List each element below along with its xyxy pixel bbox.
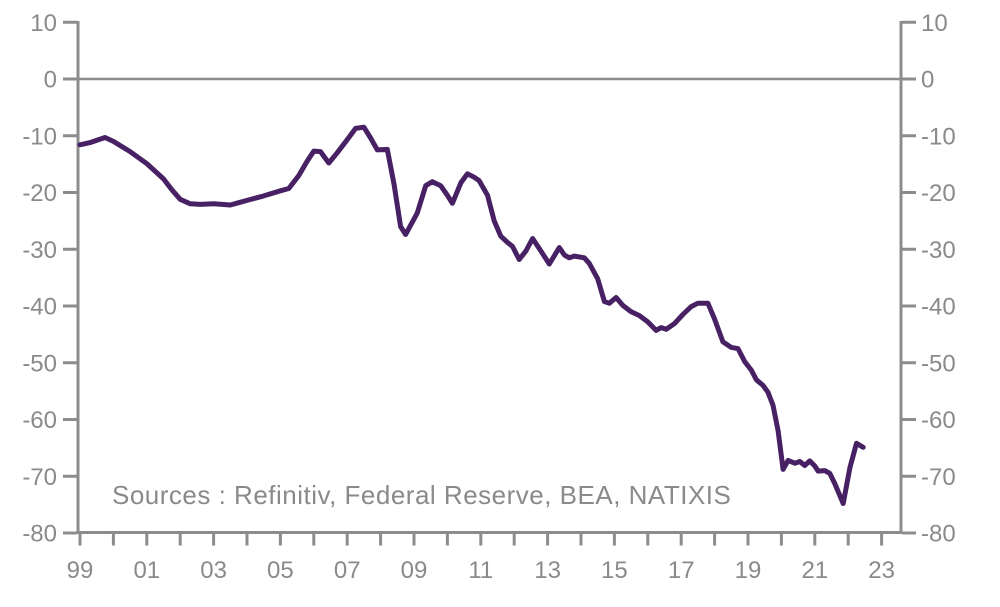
y-tick-right bbox=[902, 247, 916, 251]
x-tick bbox=[212, 534, 216, 546]
y-axis-label: -60 bbox=[921, 407, 956, 434]
y-tick-left bbox=[63, 20, 77, 24]
x-tick bbox=[78, 534, 82, 546]
x-axis-spine bbox=[76, 531, 903, 534]
y-tick-right bbox=[902, 191, 916, 194]
y-axis-label: 10 bbox=[30, 10, 57, 37]
y-axis-label: -50 bbox=[921, 350, 956, 377]
x-axis-label: 99 bbox=[67, 557, 94, 584]
y-axis-label: -80 bbox=[22, 521, 57, 548]
y-tick-right bbox=[902, 134, 916, 138]
x-axis-label: 23 bbox=[868, 557, 895, 584]
y-tick-right bbox=[902, 361, 916, 365]
x-axis-label: 01 bbox=[133, 557, 160, 584]
y-axis-label: -80 bbox=[921, 521, 956, 548]
x-tick bbox=[145, 534, 149, 546]
x-axis-label: 03 bbox=[200, 557, 227, 584]
x-tick bbox=[245, 534, 249, 546]
zero-gridline bbox=[79, 77, 900, 81]
y-axis-label: -70 bbox=[921, 464, 956, 491]
y-axis-left-ticks bbox=[63, 20, 77, 535]
zero-gridline-rule bbox=[79, 77, 900, 81]
x-tick bbox=[679, 534, 683, 546]
y-tick-left bbox=[63, 304, 77, 308]
y-axis-label: -10 bbox=[22, 123, 57, 150]
y-axis-label: -50 bbox=[22, 350, 57, 377]
y-axis-label: 10 bbox=[921, 10, 948, 37]
y-axis-right-ticks bbox=[902, 20, 916, 535]
x-axis-label: 15 bbox=[601, 557, 628, 584]
y-tick-left bbox=[63, 134, 77, 138]
x-tick bbox=[278, 534, 282, 546]
x-tick bbox=[746, 534, 750, 546]
y-axis-label: -10 bbox=[921, 123, 956, 150]
source-note: Sources : Refinitiv, Federal Reserve, BE… bbox=[112, 480, 732, 510]
x-tick bbox=[646, 534, 650, 546]
y-tick-left bbox=[63, 474, 77, 478]
y-tick-left bbox=[63, 191, 77, 194]
line-series-path bbox=[77, 124, 866, 506]
x-tick bbox=[846, 534, 850, 546]
x-axis-label: 19 bbox=[735, 557, 762, 584]
y-tick-right bbox=[902, 531, 916, 535]
y-tick-right bbox=[902, 20, 916, 24]
y-axis-label: 0 bbox=[44, 67, 57, 94]
x-tick bbox=[412, 534, 416, 546]
x-axis-label: 05 bbox=[267, 557, 294, 584]
y-axis-label: -60 bbox=[22, 407, 57, 434]
y-axis-right-spine bbox=[899, 21, 903, 534]
x-tick bbox=[612, 534, 616, 546]
x-axis-label: 17 bbox=[668, 557, 695, 584]
x-tick bbox=[445, 534, 449, 546]
x-axis-label: 21 bbox=[801, 557, 828, 584]
y-axis-label: -30 bbox=[22, 237, 57, 264]
x-axis-label: 07 bbox=[334, 557, 361, 584]
y-tick-left bbox=[63, 247, 77, 251]
x-axis-ticks bbox=[78, 534, 884, 546]
y-axis-label: -20 bbox=[921, 180, 956, 207]
axes bbox=[76, 21, 903, 534]
y-tick-left bbox=[63, 361, 77, 365]
y-tick-left bbox=[63, 418, 77, 421]
x-tick bbox=[779, 534, 783, 546]
y-axis-label: -20 bbox=[22, 180, 57, 207]
x-axis-label: 11 bbox=[468, 557, 493, 584]
x-tick bbox=[546, 534, 550, 546]
y-axis-left-spine bbox=[76, 21, 80, 534]
x-tick bbox=[713, 534, 717, 546]
y-tick-right bbox=[902, 474, 916, 478]
x-tick bbox=[111, 534, 115, 546]
x-tick bbox=[312, 534, 316, 546]
y-axis-label: -30 bbox=[921, 237, 956, 264]
x-tick bbox=[345, 534, 349, 546]
y-tick-right bbox=[902, 77, 916, 81]
y-tick-left bbox=[63, 77, 77, 81]
y-axis-left-labels: 10 0 -10 -20 -30 -40 -50 -60 -70 -80 bbox=[22, 10, 57, 548]
x-tick bbox=[512, 534, 516, 546]
data-line bbox=[77, 124, 866, 506]
y-axis-label: -40 bbox=[921, 294, 956, 321]
x-tick bbox=[880, 534, 884, 546]
y-tick-right bbox=[902, 418, 916, 421]
x-axis-label: 09 bbox=[401, 557, 428, 584]
x-tick bbox=[813, 534, 817, 546]
x-tick bbox=[379, 534, 383, 546]
y-axis-label: -70 bbox=[22, 464, 57, 491]
y-axis-label: 0 bbox=[921, 67, 934, 94]
x-axis-labels: 99 01 03 05 07 09 11 13 15 17 19 21 23 bbox=[67, 557, 895, 584]
x-tick bbox=[579, 534, 583, 546]
x-tick bbox=[178, 534, 182, 546]
y-axis-label: -40 bbox=[22, 294, 57, 321]
y-axis-right-labels: 10 0 -10 -20 -30 -40 -50 -60 -70 -80 bbox=[921, 10, 956, 548]
x-axis-label: 13 bbox=[534, 557, 561, 584]
y-tick-left bbox=[63, 531, 77, 535]
x-tick bbox=[479, 534, 483, 546]
y-tick-right bbox=[902, 304, 916, 308]
